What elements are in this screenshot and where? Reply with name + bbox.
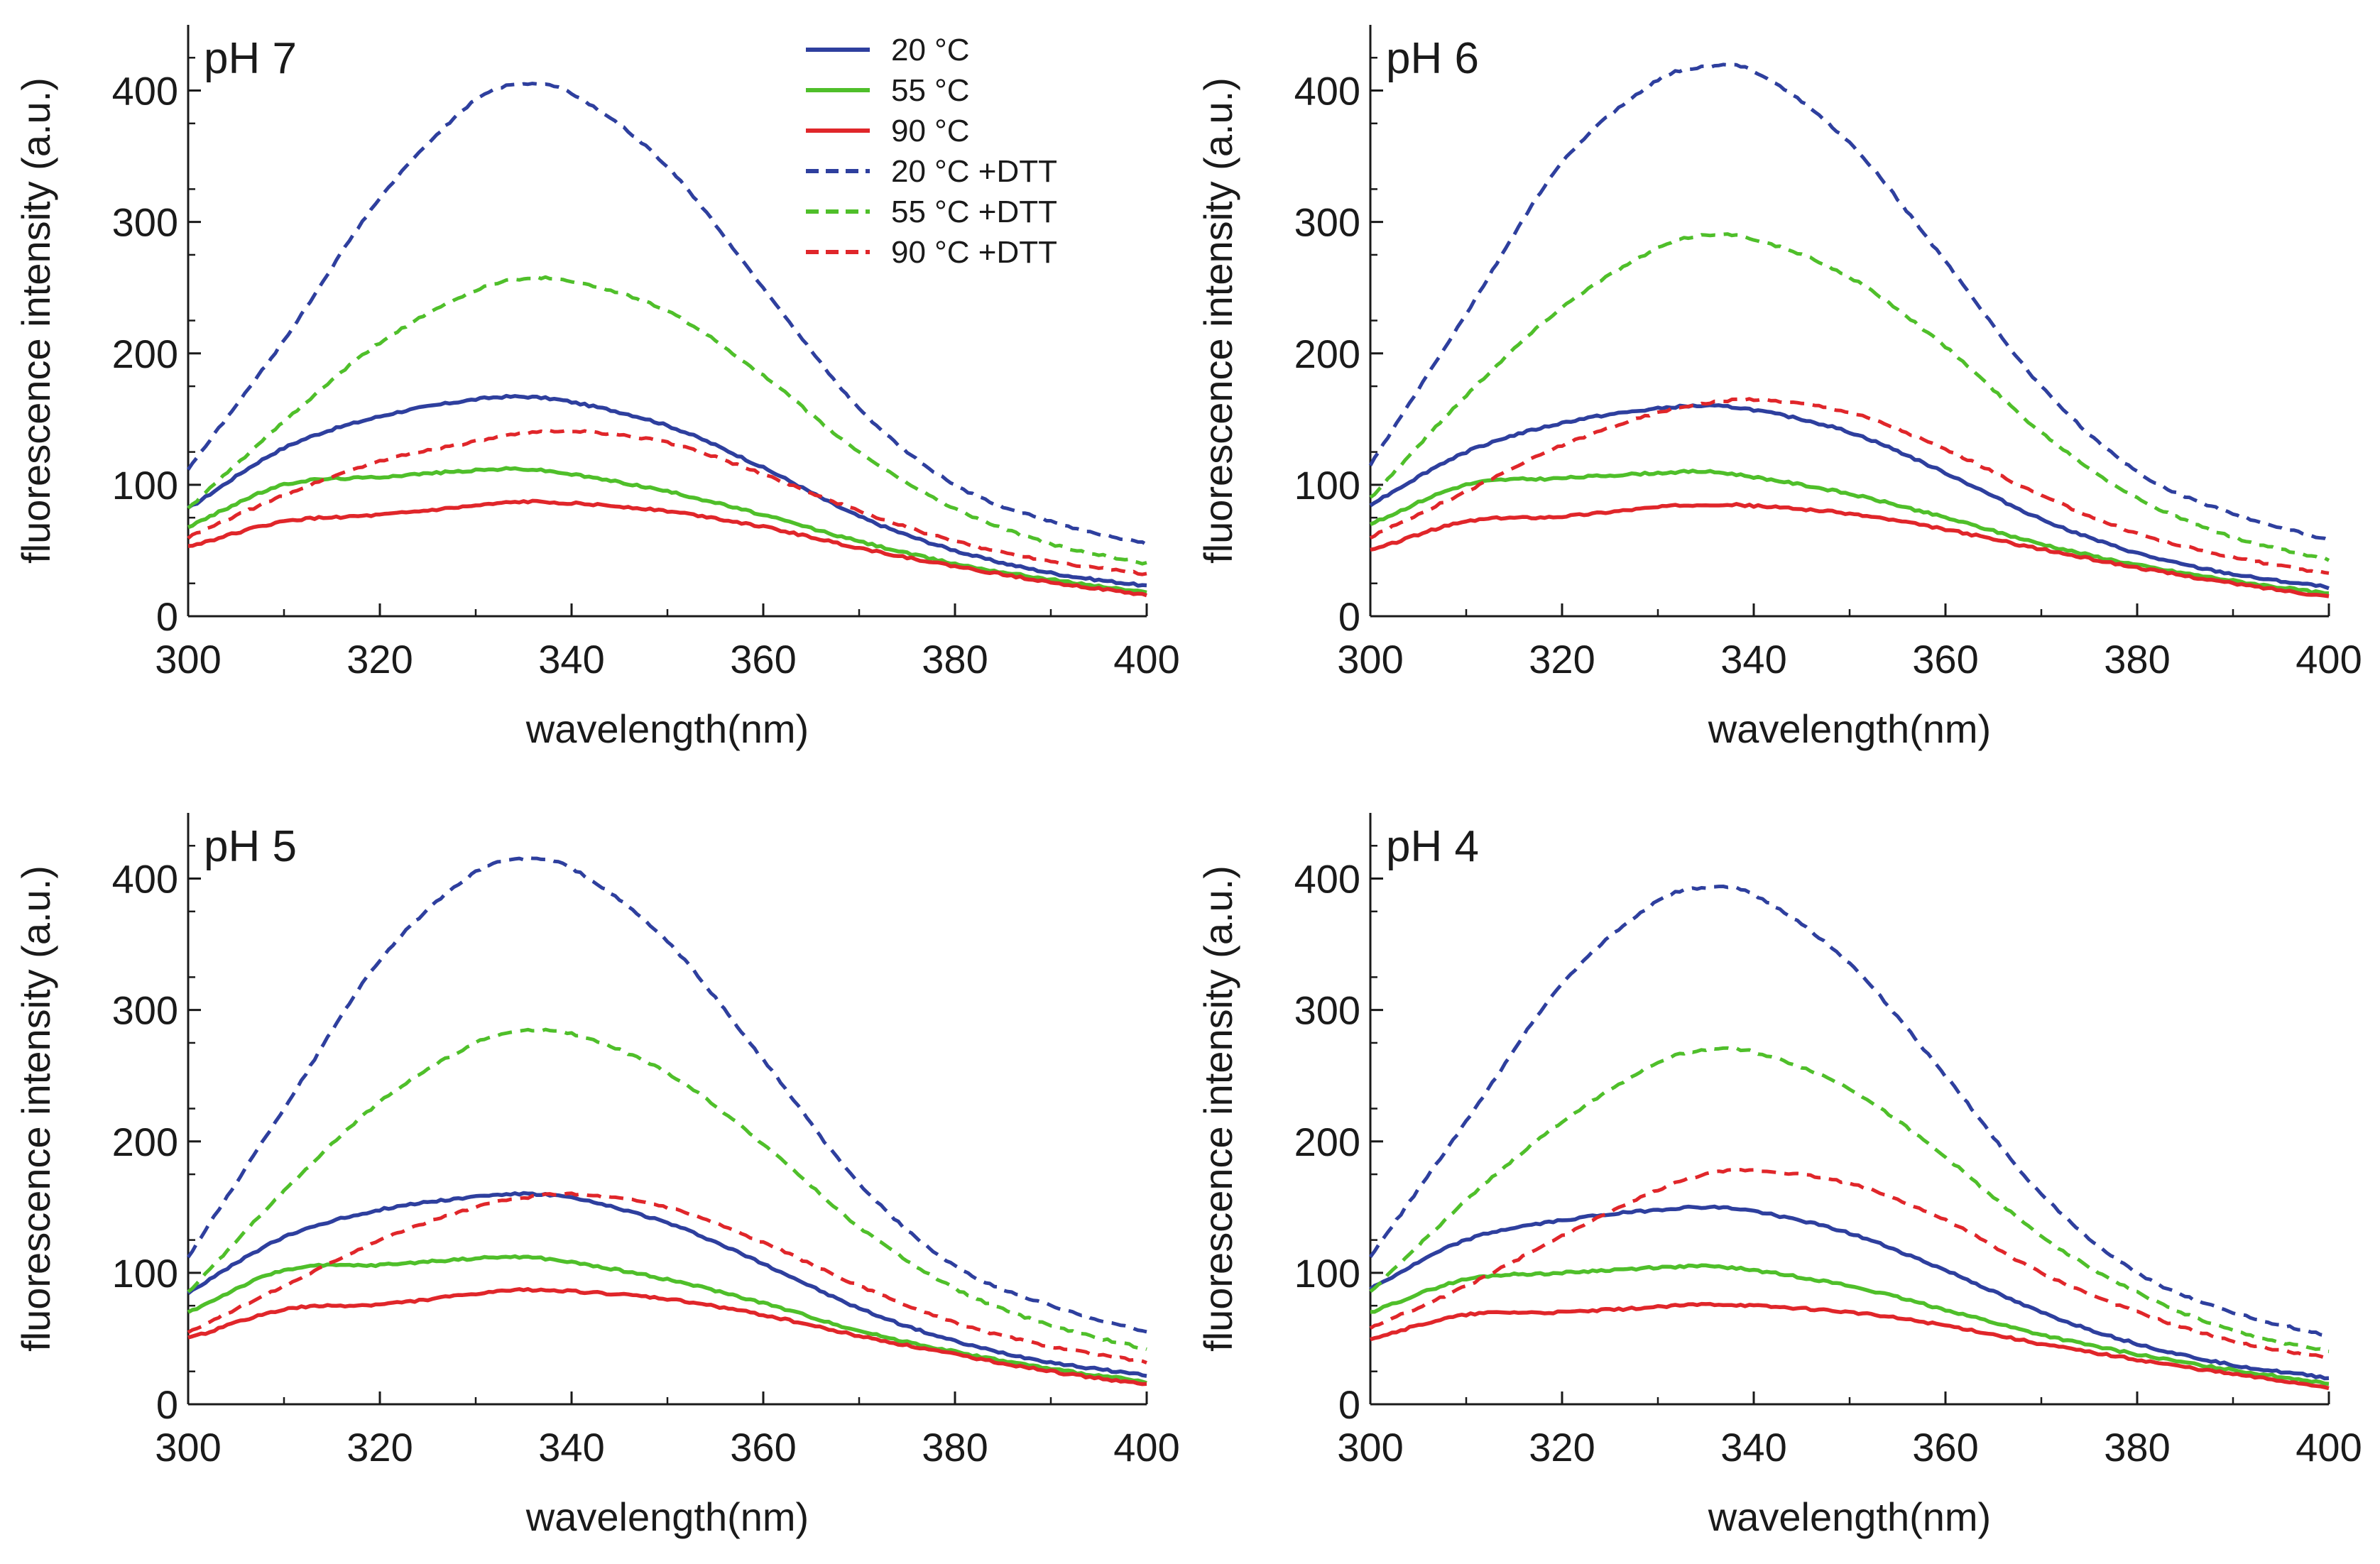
series-line-90-c-dtt <box>1369 397 2330 575</box>
series-line-20-c <box>187 393 1147 588</box>
legend-label: 20 °C +DTT <box>891 154 1057 189</box>
x-tick-label: 400 <box>2296 1425 2362 1470</box>
series-line-90-c <box>187 498 1147 598</box>
y-tick-label: 300 <box>1294 988 1360 1033</box>
y-tick-label: 200 <box>112 1120 178 1164</box>
y-tick-label: 0 <box>1338 1382 1360 1427</box>
y-axis-title: fluorescence intensity (a.u.) <box>13 865 58 1352</box>
panel-title: pH 7 <box>204 34 297 83</box>
series-line-55-c-dtt <box>187 1027 1147 1351</box>
series-line-90-c <box>1370 502 2330 598</box>
panel-4: 0 100 200 300 400 300 320 340 360 380 400 wavelengt… <box>1196 813 2362 1539</box>
panel-2: 0 100 200 300 400 300 320 340 360 380 400 wavelengt… <box>1196 25 2362 751</box>
x-tick-label: 400 <box>1113 637 1179 682</box>
x-tick-label: 320 <box>346 637 413 682</box>
x-tick-label: 380 <box>2104 1425 2170 1470</box>
x-tick-label: 300 <box>155 637 221 682</box>
x-tick-label: 320 <box>1529 1425 1595 1470</box>
x-axis-title: wavelength(nm) <box>525 1494 809 1539</box>
y-tick-label: 300 <box>112 200 178 245</box>
y-axis-title: fluorescence intensity (a.u.) <box>1196 865 1240 1352</box>
y-tick-label: 300 <box>112 988 178 1033</box>
x-tick-label: 400 <box>1113 1425 1179 1470</box>
series-line-90-c <box>187 1286 1147 1387</box>
x-tick-label: 340 <box>538 637 604 682</box>
panel-1: 0 100 200 300 400 300 320 340 360 380 400 wavelengt… <box>13 25 1180 751</box>
series-line-55-c-dtt <box>187 275 1147 566</box>
y-tick-label: 100 <box>112 1251 178 1296</box>
series-line-20-c <box>187 1191 1147 1378</box>
y-tick-label: 400 <box>1294 69 1360 114</box>
x-tick-label: 340 <box>1720 1425 1786 1470</box>
x-tick-label: 320 <box>346 1425 413 1470</box>
series-line-20-c <box>1369 1204 2330 1381</box>
series-line-20-c-dtt <box>1368 62 2330 542</box>
y-tick-label: 200 <box>1294 1120 1360 1164</box>
x-axis-title: wavelength(nm) <box>1708 706 1991 751</box>
x-tick-label: 300 <box>1337 1425 1403 1470</box>
series-line-20-c-dtt <box>186 855 1147 1334</box>
y-tick-label: 100 <box>112 463 178 508</box>
series-line-90-c <box>1370 1301 2330 1391</box>
x-tick-label: 400 <box>2296 637 2362 682</box>
series-line-55-c <box>187 466 1147 595</box>
panel-title: pH 5 <box>204 822 297 871</box>
series-line-20-c-dtt <box>186 82 1148 547</box>
y-tick-label: 400 <box>112 857 178 902</box>
series-line-55-c-dtt <box>1369 1046 2330 1354</box>
x-axis-title: wavelength(nm) <box>1708 1494 1991 1539</box>
x-axis-title: wavelength(nm) <box>525 706 809 751</box>
x-tick-label: 340 <box>1720 637 1786 682</box>
y-tick-label: 200 <box>112 332 178 376</box>
panel-3: 0 100 200 300 400 300 320 340 360 380 400 wavelengt… <box>13 813 1180 1539</box>
series-line-20-c-dtt <box>1368 885 2330 1338</box>
y-tick-label: 400 <box>1294 857 1360 902</box>
y-tick-label: 300 <box>1294 200 1360 245</box>
legend-label: 55 °C <box>891 73 970 108</box>
y-axis-title: fluorescence intensity (a.u.) <box>13 77 58 564</box>
series-line-90-c-dtt <box>1369 1168 2330 1360</box>
series-line-55-c <box>1369 469 2330 596</box>
x-tick-label: 360 <box>1912 1425 1978 1470</box>
series-line-55-c <box>187 1254 1147 1385</box>
legend-label: 90 °C +DTT <box>891 235 1057 270</box>
legend-label: 20 °C <box>891 33 970 67</box>
y-tick-label: 100 <box>1294 1251 1360 1296</box>
y-tick-label: 0 <box>156 594 178 639</box>
x-tick-label: 360 <box>730 1425 796 1470</box>
x-tick-label: 340 <box>538 1425 604 1470</box>
panel-title: pH 6 <box>1386 34 1479 83</box>
x-tick-label: 380 <box>922 637 988 682</box>
y-tick-label: 200 <box>1294 332 1360 376</box>
y-tick-label: 100 <box>1294 463 1360 508</box>
series-line-55-c <box>1370 1263 2330 1386</box>
x-tick-label: 300 <box>1337 637 1403 682</box>
y-tick-label: 400 <box>112 69 178 114</box>
y-axis-title: fluorescence intensity (a.u.) <box>1196 77 1240 564</box>
legend-label: 90 °C <box>891 114 970 148</box>
legend: 20 °C 55 °C 90 °C 20 °C +DTT 55 °C +DTT 90 °C… <box>806 33 1057 270</box>
legend-label: 55 °C +DTT <box>891 195 1057 229</box>
x-tick-label: 300 <box>155 1425 221 1470</box>
x-tick-label: 380 <box>2104 637 2170 682</box>
x-tick-label: 360 <box>1912 637 1978 682</box>
y-tick-label: 0 <box>156 1382 178 1427</box>
series-line-55-c-dtt <box>1369 232 2330 562</box>
x-tick-label: 360 <box>730 637 796 682</box>
x-tick-label: 380 <box>922 1425 988 1470</box>
series-line-90-c-dtt <box>187 428 1147 576</box>
y-tick-label: 0 <box>1338 594 1360 639</box>
panel-title: pH 4 <box>1386 822 1479 871</box>
series-line-20-c <box>1369 403 2330 591</box>
x-tick-label: 320 <box>1529 637 1595 682</box>
